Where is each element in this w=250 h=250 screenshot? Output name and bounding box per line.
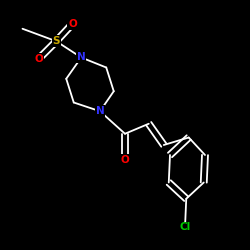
- Text: O: O: [68, 19, 77, 29]
- Text: O: O: [34, 54, 43, 64]
- Text: Cl: Cl: [180, 222, 191, 232]
- Text: O: O: [120, 155, 130, 165]
- Text: N: N: [77, 52, 86, 62]
- Text: N: N: [96, 106, 104, 116]
- Text: S: S: [52, 36, 60, 46]
